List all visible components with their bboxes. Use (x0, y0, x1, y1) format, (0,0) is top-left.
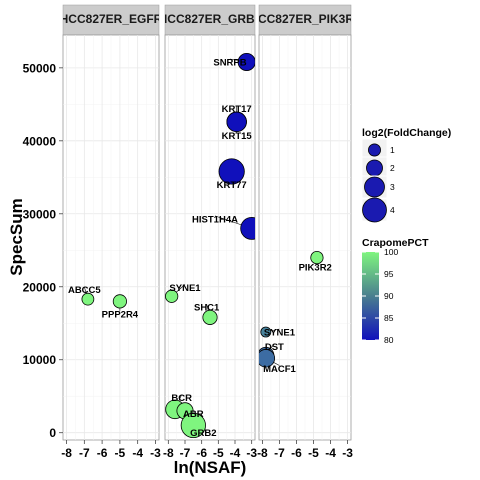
data-point-snrpb (237, 53, 255, 71)
facet-strip (62, 4, 160, 36)
data-label-ppp2r4: PPP2R4 (102, 309, 139, 320)
facet-strip-label: HCC827ER_GRB2 (159, 12, 262, 26)
y-tick-label: 20000 (23, 280, 57, 294)
facet-panel: HCC827ER_GRB2 SNRPB KRT17 KRT15 KRT77 HIST1H4… (159, 4, 262, 441)
size-legend: log2(FoldChange) 1 2 3 4 (361, 127, 451, 223)
x-axis-title: ln(NSAF) (174, 458, 247, 477)
facet-strip (258, 4, 352, 36)
facet-strip-label-group: HCC827ER_PIK3R2 (249, 12, 361, 26)
x-tick-label: -6 (291, 446, 302, 460)
x-tick-label: -5 (308, 446, 319, 460)
data-label-snrpb: SNRPB (213, 58, 246, 69)
y-axis: 0 10000 20000 30000 40000 50000 (23, 61, 63, 440)
x-tick-label: -5 (213, 446, 224, 460)
data-point-syne1 (165, 289, 179, 303)
y-tick-label: 40000 (23, 134, 57, 148)
colorbar-label: 95 (384, 269, 394, 279)
size-legend-key (366, 159, 383, 177)
data-point-abcc5 (81, 292, 95, 306)
colorbar-label: 80 (384, 335, 394, 345)
facet-panel: HCC827ER_EGFR ABCC5 PPP2R4 (60, 4, 163, 441)
size-legend-key (362, 197, 387, 223)
facet-strip-label-group: HCC827ER_GRB2 (159, 12, 262, 26)
size-legend-key (368, 143, 381, 157)
y-tick-label: 30000 (23, 207, 57, 221)
colorbar (362, 252, 379, 340)
y-tick-label: 10000 (23, 353, 57, 367)
data-label-dst: DST (265, 342, 284, 353)
facet-strip-label: HCC827ER_PIK3R2 (249, 12, 361, 26)
facet-panels: HCC827ER_EGFR ABCC5 PPP2R4 HCC827ER_GRB2 SNR… (60, 4, 361, 441)
x-tick-label: -3 (246, 446, 257, 460)
data-point-krt15 (226, 111, 247, 133)
x-tick-label: -4 (230, 446, 241, 460)
data-point-shc1 (202, 309, 218, 325)
color-legend-title: CrapomePCT (362, 237, 429, 249)
x-tick-label: -7 (274, 446, 285, 460)
size-legend-label: 2 (390, 163, 395, 173)
data-label-shc1: SHC1 (194, 303, 220, 314)
y-tick-label: 0 (49, 426, 56, 440)
x-tick-label: -4 (325, 446, 336, 460)
x-tick-label: -8 (163, 446, 174, 460)
data-label-bcr: BCR (171, 393, 192, 404)
data-point-syne1 (260, 326, 272, 338)
facet-data-group: PIK3R2 SYNE1 DST MACF1 (259, 250, 332, 375)
data-label-abcc5: ABCC5 (68, 285, 101, 296)
facet-strip-label: HCC827ER_EGFR (60, 12, 163, 26)
data-label-krt77: KRT77 (217, 180, 247, 191)
facet-strip (164, 4, 256, 36)
x-tick-label: -5 (115, 446, 126, 460)
y-tick-label: 50000 (23, 61, 57, 75)
size-legend-key (364, 176, 385, 198)
y-axis-title: SpecSum (7, 198, 26, 275)
size-legend-label: 3 (390, 182, 395, 192)
facet-panel: HCC827ER_PIK3R2 PIK3R2 SYNE1 DST MACF1 (249, 4, 361, 441)
x-tick-label: -3 (150, 446, 161, 460)
data-label-krt15: KRT15 (222, 131, 253, 142)
x-tick-label: -4 (132, 446, 143, 460)
size-legend-title: log2(FoldChange) (362, 127, 451, 139)
data-point-hist1h4a (240, 216, 255, 240)
x-tick-label: -7 (180, 446, 191, 460)
colorbar-label: 85 (384, 313, 394, 323)
x-tick-label: -8 (61, 446, 72, 460)
x-axes: -8 -7 -6 -5 -4 -3 -8 -7 -6 -5 -4 -3 -8 -7 -6 -5 -4 -3 (61, 440, 353, 460)
data-label-syne1: SYNE1 (264, 328, 296, 339)
data-label-abr: ABR (183, 409, 204, 420)
data-point-grb2 (180, 412, 206, 439)
data-label-grb2: GRB2 (190, 428, 216, 439)
data-label-macf1: MACF1 (263, 364, 296, 375)
x-tick-label: -6 (196, 446, 207, 460)
data-point-krt77 (218, 158, 245, 185)
data-point-pik3r2 (310, 250, 324, 265)
facet-data-group: ABCC5 PPP2R4 (68, 285, 139, 320)
x-tick-label: -6 (97, 446, 108, 460)
data-point-ppp2r4 (112, 294, 127, 309)
x-tick-label: -3 (342, 446, 353, 460)
x-tick-label: -7 (79, 446, 90, 460)
facet-data-group: SNRPB KRT17 KRT15 KRT77 HIST1H4A SYNE1 SHC1 BCR… (165, 53, 255, 439)
x-tick-label: -8 (257, 446, 268, 460)
data-point-macf1 (259, 349, 276, 368)
data-label-krt17: KRT17 (222, 104, 252, 115)
size-legend-label: 1 (390, 145, 395, 155)
colorbar-label: 100 (384, 247, 398, 257)
colorbar-label: 90 (384, 291, 394, 301)
color-legend: CrapomePCT 80 85 90 95 100 (362, 237, 429, 345)
data-label-hist1h4a: HIST1H4A (192, 214, 238, 225)
size-legend-label: 4 (390, 205, 395, 215)
data-label-syne1: SYNE1 (169, 283, 201, 294)
data-label-pik3r2: PIK3R2 (299, 263, 332, 274)
facet-strip-label-group: HCC827ER_EGFR (60, 12, 163, 26)
